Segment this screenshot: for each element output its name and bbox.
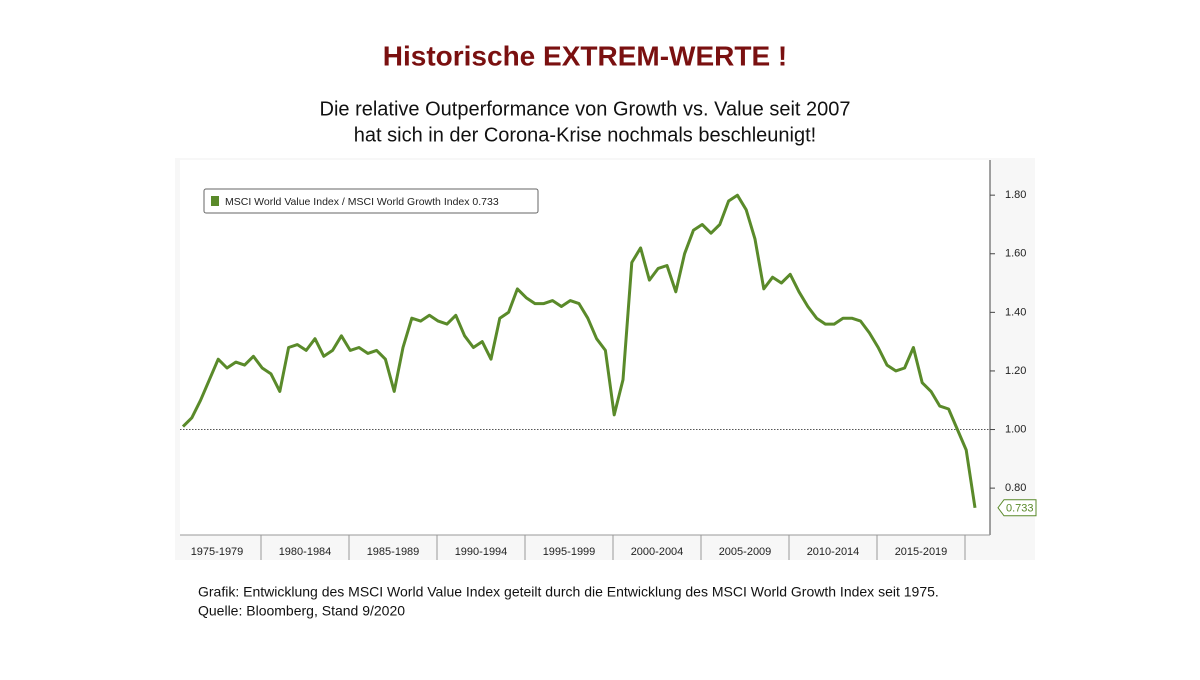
x-tick-label: 2005-2009 bbox=[719, 546, 772, 558]
series-line bbox=[181, 193, 977, 509]
x-tick-label: 1990-1994 bbox=[455, 546, 508, 558]
last-value-label: 0.733 bbox=[1006, 503, 1034, 515]
last-value-tag bbox=[997, 499, 1037, 517]
x-tick-label: 1975-1979 bbox=[191, 546, 244, 558]
note: Grafik: Entwicklung des MSCI World Value… bbox=[198, 584, 939, 600]
plot-area bbox=[180, 160, 990, 535]
x-tick-label: 1995-1999 bbox=[543, 546, 596, 558]
y-tick-label: 1.80 bbox=[1005, 189, 1026, 201]
x-tick-label: 1980-1984 bbox=[279, 546, 332, 558]
legend-swatch bbox=[211, 196, 219, 206]
subtitle: Die relative Outperformance von Growth v… bbox=[320, 98, 851, 120]
title: Historische EXTREM-WERTE ! bbox=[383, 40, 787, 71]
x-tick-label: 2015-2019 bbox=[895, 546, 948, 558]
y-tick-label: 1.20 bbox=[1005, 365, 1026, 377]
legend-box bbox=[203, 188, 539, 214]
y-tick-label: 1.00 bbox=[1005, 423, 1026, 435]
y-tick-label: 0.80 bbox=[1005, 482, 1026, 494]
y-tick-label: 1.60 bbox=[1005, 248, 1026, 260]
x-tick-label: 2000-2004 bbox=[631, 546, 684, 558]
x-tick-label: 2010-2014 bbox=[807, 546, 860, 558]
subtitle: hat sich in der Corona-Krise nochmals be… bbox=[354, 124, 816, 146]
legend-label: MSCI World Value Index / MSCI World Grow… bbox=[225, 196, 499, 208]
note: Quelle: Bloomberg, Stand 9/2020 bbox=[198, 603, 405, 619]
y-tick-label: 1.40 bbox=[1005, 306, 1026, 318]
x-tick-label: 1985-1989 bbox=[367, 546, 420, 558]
